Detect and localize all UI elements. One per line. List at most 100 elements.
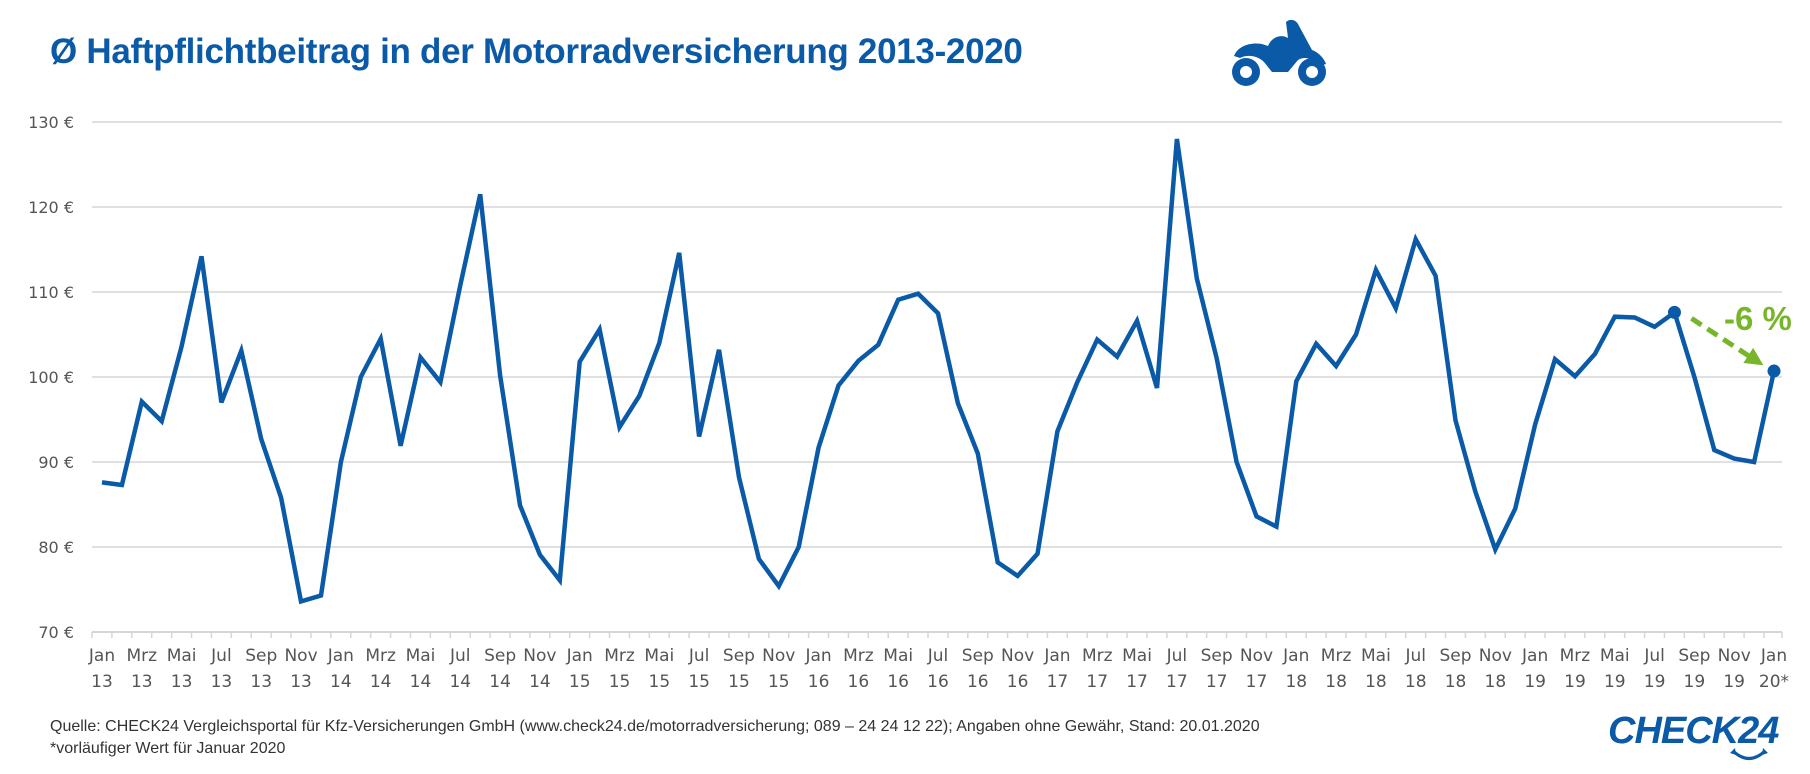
x-tick-label-month: Jan [804,646,831,666]
x-tick-label-year: 19 [1684,672,1706,692]
x-tick-label-year: 18 [1445,672,1467,692]
x-tick-label-month: Mrz [365,646,396,666]
x-tick-label-year: 16 [967,672,989,692]
motorcycle-icon [1232,19,1326,86]
x-tick-label-month: Mrz [1321,646,1352,666]
x-tick-label-year: 15 [569,672,591,692]
y-tick-label: 110 € [28,283,74,302]
x-tick-label-year: 16 [848,672,870,692]
x-tick-label-month: Nov [1240,646,1273,666]
x-tick-label-month: Sep [1678,646,1710,666]
x-tick-label-year: 14 [410,672,432,692]
x-tick-label-year: 19 [1524,672,1546,692]
x-tick-label-month: Sep [1440,646,1472,666]
x-tick-label-month: Mai [1122,646,1152,666]
x-tick-label-year: 13 [211,672,233,692]
x-tick-label-year: 13 [290,672,312,692]
footnote: *vorläufiger Wert für Januar 2020 [50,740,286,757]
x-tick-label-year: 17 [1086,672,1108,692]
logo-smile-icon [1730,748,1768,760]
x-tick-label-year: 20* [1759,672,1789,692]
x-tick-label-year: 18 [1365,672,1387,692]
x-tick-label-year: 16 [1007,672,1029,692]
x-tick-label-month: Jul [688,646,710,666]
x-tick-label-year: 14 [330,672,352,692]
trend-arrow [1690,316,1754,361]
x-tick-label-month: Jul [927,646,949,666]
x-tick-label-month: Nov [284,646,317,666]
x-tick-label-month: Mai [1600,646,1630,666]
x-tick-label-month: Jul [1643,646,1665,666]
y-tick-label: 90 € [38,453,74,472]
x-tick-label-month: Mrz [604,646,635,666]
x-tick-label-month: Sep [962,646,994,666]
x-tick-label-year: 17 [1246,672,1268,692]
x-tick-label-year: 13 [250,672,272,692]
x-tick-label-year: 14 [489,672,511,692]
x-tick-label-year: 19 [1564,672,1586,692]
x-tick-label-year: 14 [529,672,551,692]
chart-footer: Quelle: CHECK24 Vergleichsportal für Kfz… [50,716,1260,760]
x-tick-label-month: Nov [1479,646,1512,666]
change-annotation: -6 % [1724,300,1792,337]
x-tick-label-year: 17 [1126,672,1148,692]
x-tick-label-month: Mai [406,646,436,666]
check24-logo: CHECK24 [1608,710,1779,752]
x-tick-label-year: 16 [887,672,909,692]
data-line [101,138,1777,605]
x-tick-label-year: 14 [449,672,471,692]
x-tick-label-year: 13 [171,672,193,692]
x-tick-label-month: Jan [1282,646,1309,666]
x-tick-label-month: Mrz [127,646,158,666]
x-tick-label-month: Nov [1001,646,1034,666]
x-tick-label-year: 15 [688,672,710,692]
x-tick-label-month: Mai [167,646,197,666]
x-tick-label-month: Mrz [843,646,874,666]
x-tick-label-month: Mai [1361,646,1391,666]
x-tick-label-year: 15 [728,672,750,692]
x-tick-label-year: 18 [1325,672,1347,692]
x-tick-label-year: 15 [768,672,790,692]
x-tick-label-month: Nov [1718,646,1751,666]
x-tick-label-month: Jul [1404,646,1426,666]
y-tick-label: 80 € [38,538,74,557]
y-tick-label: 100 € [28,368,74,387]
x-tick-label-month: Jan [1043,646,1070,666]
highlight-point [1667,305,1681,319]
x-tick-label-month: Jan [327,646,354,666]
line-chart: 70 € 80 € 90 € 100 € 110 € 120 € 130 € Jan 13 Mr… [28,113,1792,692]
x-tick-label-year: 18 [1405,672,1427,692]
x-tick-label-month: Jul [449,646,471,666]
x-tick-label-month: Nov [762,646,795,666]
x-tick-label-month: Jan [1760,646,1787,666]
x-tick-label-year: 15 [609,672,631,692]
chart-title: Ø Haftpflichtbeitrag in der Motorradvers… [50,32,1023,71]
x-tick-label-year: 15 [649,672,671,692]
x-tick-label-year: 17 [1206,672,1228,692]
x-tick-label-month: Mrz [1082,646,1113,666]
x-tick-label-year: 13 [91,672,113,692]
x-tick-label-month: Jan [566,646,593,666]
source-note: Quelle: CHECK24 Vergleichsportal für Kfz… [50,718,1260,735]
x-tick-label-month: Jan [88,646,115,666]
arrow-head [1743,347,1764,366]
x-tick-label-year: 16 [927,672,949,692]
x-tick-label-year: 14 [370,672,392,692]
x-tick-label-month: Sep [723,646,755,666]
x-tick-label-year: 17 [1047,672,1069,692]
x-tick-label-month: Sep [484,646,516,666]
x-tick-label-year: 18 [1285,672,1307,692]
y-tick-label: 70 € [38,623,74,642]
x-tick-label-month: Jul [1166,646,1188,666]
x-tick-label-year: 13 [131,672,153,692]
x-tick-label-year: 17 [1166,672,1188,692]
x-tick-label-month: Mai [883,646,913,666]
x-tick-label-month: Sep [245,646,277,666]
x-tick-label-year: 19 [1604,672,1626,692]
x-tick-label-month: Jan [1521,646,1548,666]
x-tick-label-month: Nov [523,646,556,666]
x-tick-label-month: Jul [210,646,232,666]
y-tick-label: 120 € [28,198,74,217]
x-tick-label-year: 16 [808,672,830,692]
x-tick-label-month: Mrz [1560,646,1591,666]
